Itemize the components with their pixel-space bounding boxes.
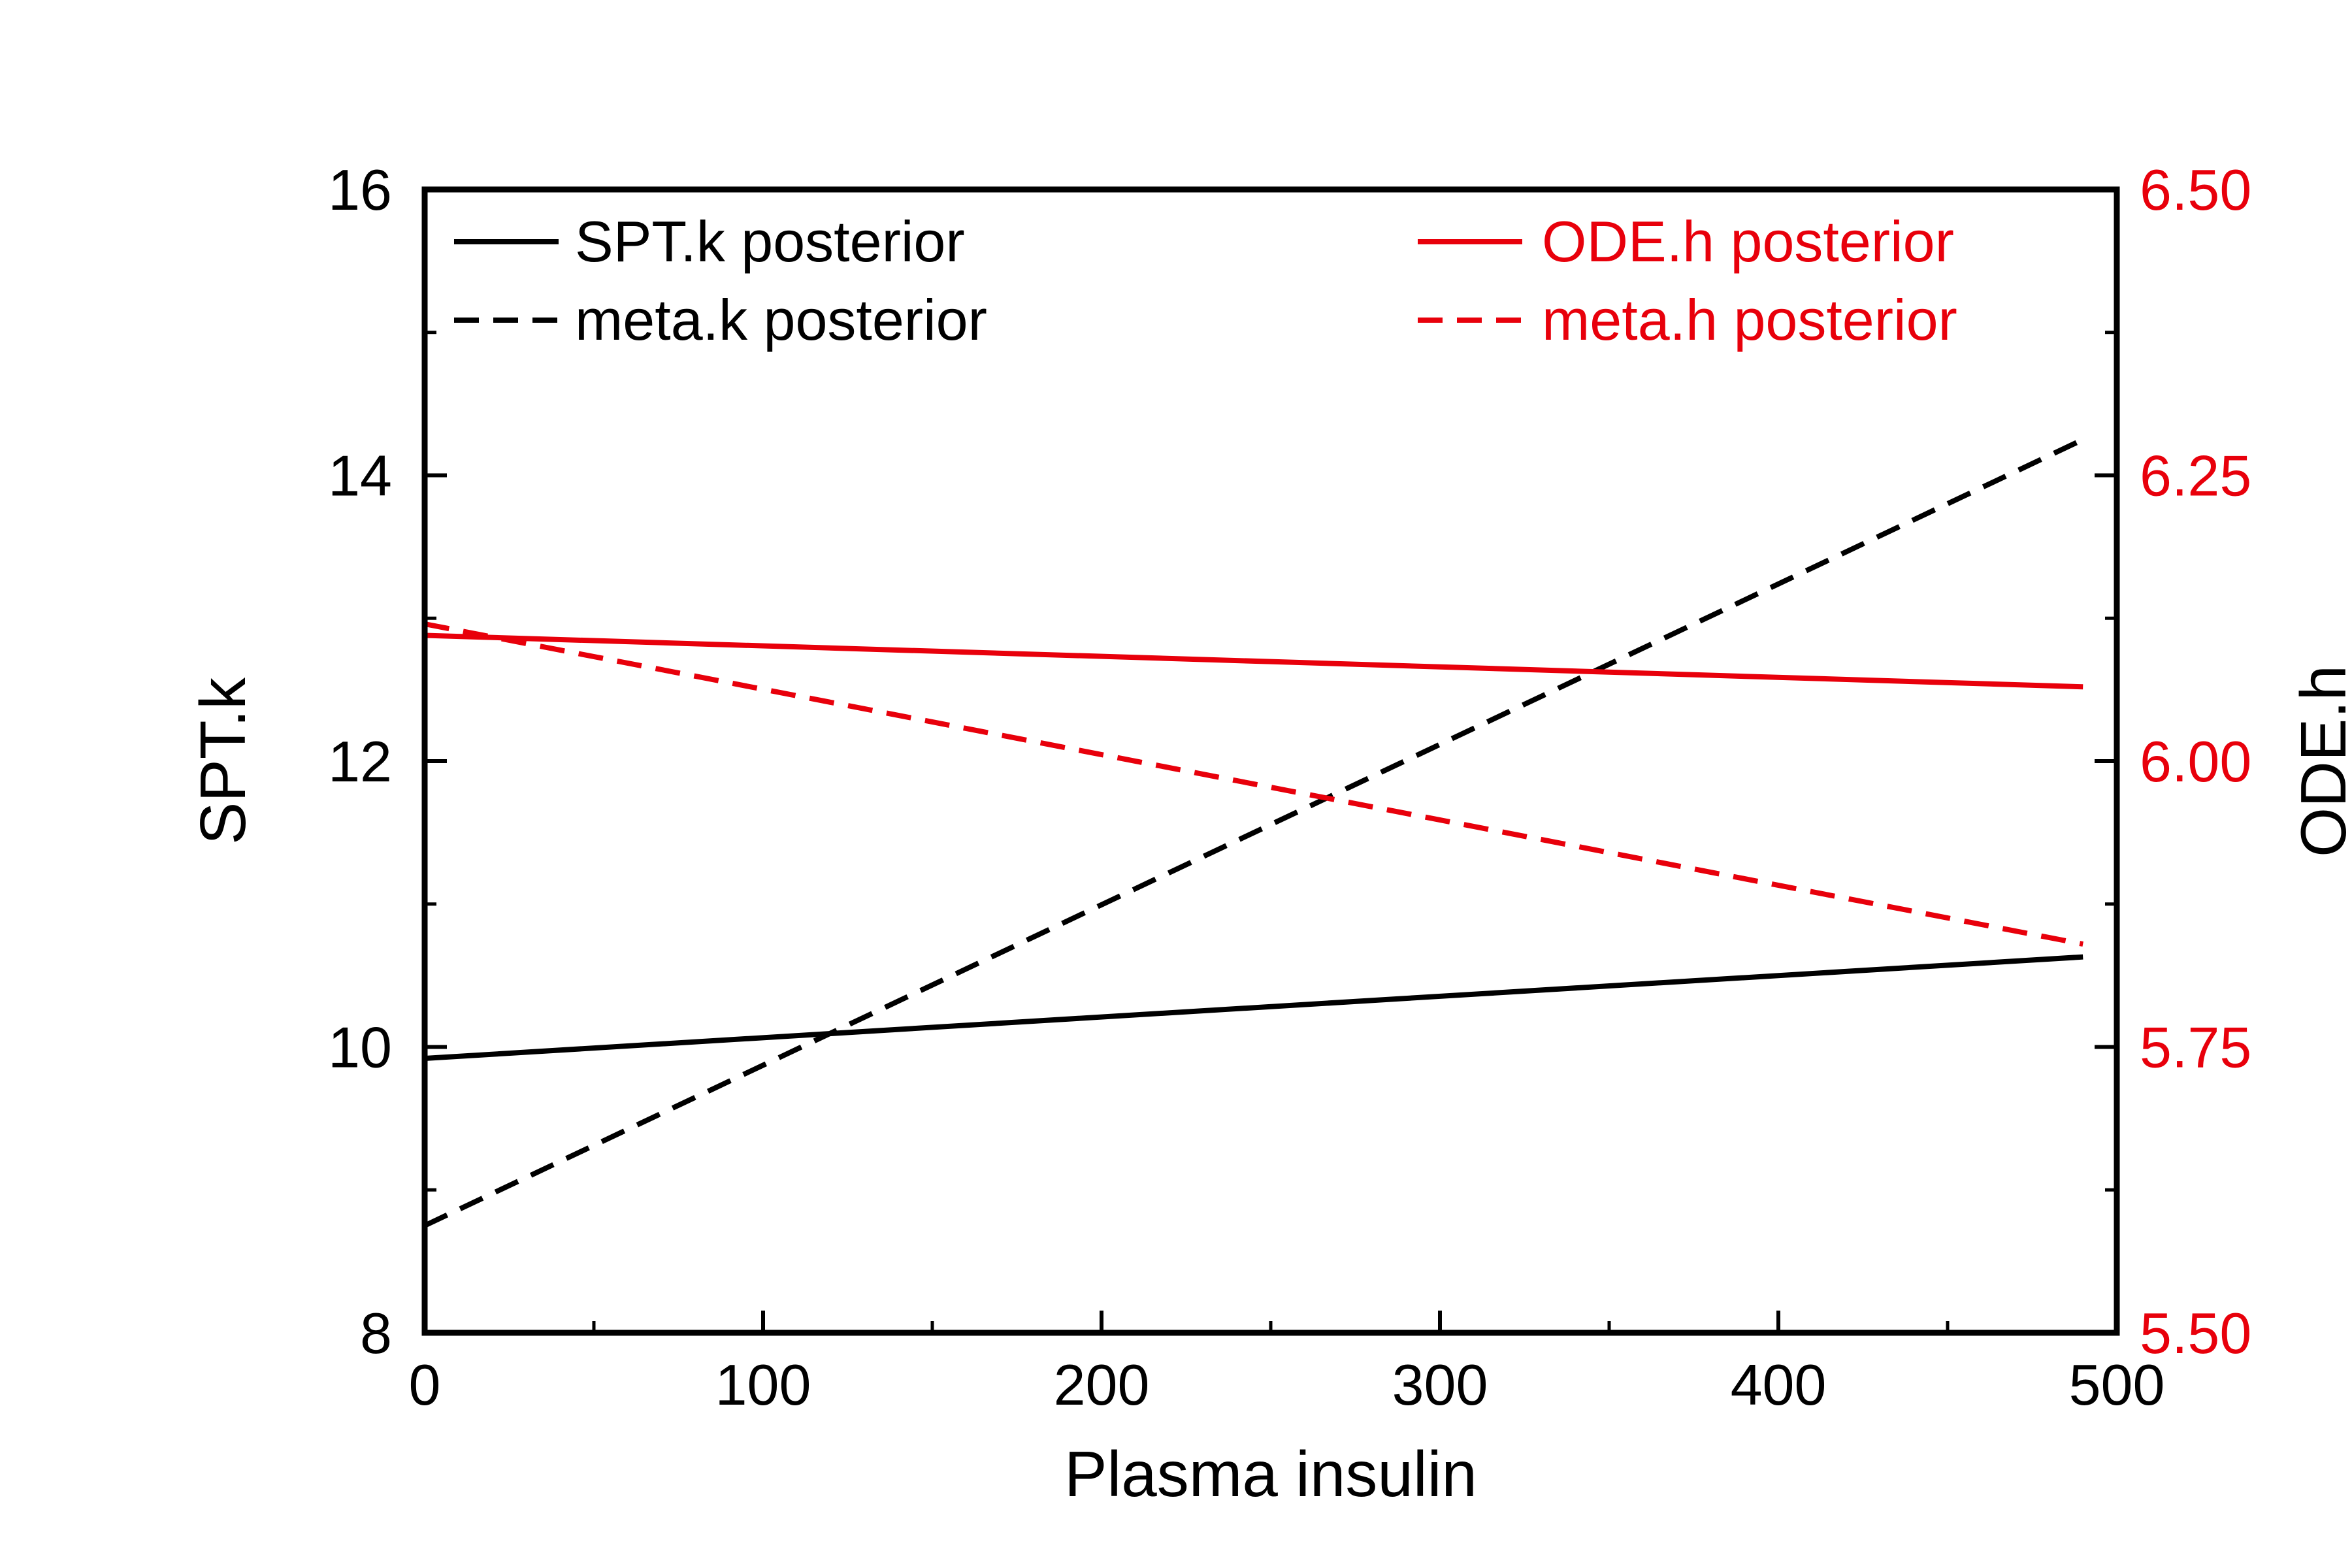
- y2-tick-label: 6.25: [2140, 444, 2251, 508]
- x-tick-label: 500: [2069, 1352, 2165, 1417]
- series-line-2: [424, 632, 2083, 690]
- y2-axis-title: ODE.h: [2287, 665, 2352, 857]
- x-tick-label: 0: [409, 1352, 441, 1417]
- legend-label: ODE.h posterior: [1542, 209, 1954, 274]
- y2-tick-label: 6.50: [2140, 157, 2251, 222]
- y2-tick-label: 5.75: [2140, 1015, 2251, 1080]
- series-line-0: [424, 954, 2083, 1061]
- y2-tick-label: 6.00: [2140, 729, 2251, 794]
- y2-tick-label: 5.50: [2140, 1301, 2251, 1365]
- x-axis-title: Plasma insulin: [1064, 1438, 1477, 1510]
- y-axis-title: SPT.k: [187, 677, 259, 845]
- y-tick-label: 12: [328, 729, 392, 794]
- y-tick-label: 16: [328, 157, 392, 222]
- series-layer: [423, 437, 2084, 1228]
- labels-layer: 0 100 200 300 400 500 8 10 12 14 16 5.50 5.75 6.00 6.2…: [328, 157, 2251, 1417]
- legend-layer: SPT.k posterior meta.k posterior ODE.h pos…: [454, 209, 1957, 352]
- series-line-3: [424, 621, 2083, 947]
- y-tick-label: 8: [360, 1301, 392, 1365]
- legend-label: meta.k posterior: [575, 287, 987, 352]
- x-tick-label: 300: [1392, 1352, 1488, 1417]
- legend-label: SPT.k posterior: [575, 209, 965, 274]
- ticks-layer: [423, 188, 2119, 1335]
- x-tick-label: 400: [1731, 1352, 1827, 1417]
- series-line-1: [423, 437, 2084, 1228]
- plot-frame: [421, 186, 2120, 1336]
- y-tick-label: 10: [328, 1015, 392, 1080]
- y-tick-label: 14: [328, 444, 392, 508]
- x-tick-label: 100: [715, 1352, 811, 1417]
- x-tick-label: 200: [1054, 1352, 1150, 1417]
- legend-label: meta.h posterior: [1542, 287, 1957, 352]
